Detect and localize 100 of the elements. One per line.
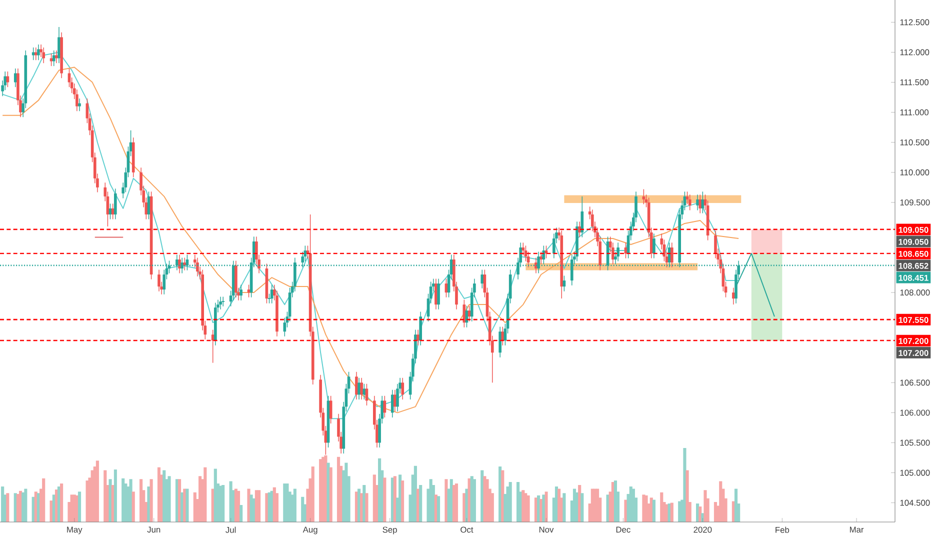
bar bbox=[186, 488, 189, 522]
y-tick-label: 112.500 bbox=[900, 19, 930, 26]
annotation: 109.050 bbox=[898, 238, 928, 245]
bar bbox=[204, 467, 207, 522]
candlestick bbox=[58, 26, 60, 64]
y-tick-label: 110.500 bbox=[900, 139, 930, 146]
candlestick bbox=[52, 50, 56, 66]
bar bbox=[383, 478, 386, 522]
x-tick-label: Mar bbox=[850, 526, 864, 533]
bar bbox=[624, 500, 628, 522]
ref-line-label: 108.451 bbox=[898, 274, 928, 281]
bar bbox=[704, 490, 707, 522]
bar bbox=[311, 466, 314, 522]
bar bbox=[293, 488, 296, 522]
y-tick-label: 111.500 bbox=[900, 79, 929, 86]
bar bbox=[150, 479, 153, 522]
bar bbox=[606, 494, 610, 522]
candlestick bbox=[183, 257, 186, 271]
candlestick bbox=[42, 47, 46, 64]
x-tick-label: Jun bbox=[147, 526, 160, 533]
bar bbox=[42, 478, 46, 522]
candlestick bbox=[355, 371, 358, 400]
bar bbox=[6, 493, 10, 522]
x-tick-label: Sep bbox=[382, 526, 397, 534]
candlestick bbox=[37, 44, 40, 60]
y-tick-label: 105.500 bbox=[900, 440, 930, 446]
bar bbox=[465, 488, 468, 522]
candlestick bbox=[114, 188, 117, 220]
bar bbox=[508, 482, 512, 522]
bar bbox=[562, 493, 566, 522]
bar bbox=[108, 479, 112, 522]
ref-line-label: 107.200 bbox=[898, 338, 928, 344]
x-tick-label: 2020 bbox=[694, 526, 712, 533]
y-tick-label: 106.000 bbox=[900, 410, 930, 416]
bar bbox=[419, 485, 422, 522]
x-tick-label: Nov bbox=[539, 526, 554, 533]
candlestick bbox=[360, 377, 364, 400]
candlestick bbox=[158, 269, 160, 292]
candlestick bbox=[401, 377, 404, 400]
bar bbox=[96, 460, 99, 522]
bar bbox=[683, 448, 686, 522]
bar bbox=[240, 504, 243, 522]
bar bbox=[644, 495, 648, 522]
candlestick bbox=[688, 194, 692, 211]
bar bbox=[247, 488, 250, 522]
y-tick-label: 112.000 bbox=[900, 49, 930, 56]
bar bbox=[168, 476, 171, 522]
bar bbox=[60, 484, 64, 522]
candlestick bbox=[219, 296, 222, 310]
candlestick bbox=[498, 326, 502, 358]
y-tick-label: 111.000 bbox=[900, 109, 929, 116]
annotation: 108.652 bbox=[898, 262, 928, 269]
bar bbox=[670, 502, 674, 522]
y-tick-label: 108.000 bbox=[900, 290, 930, 296]
bar bbox=[686, 470, 689, 522]
bar bbox=[436, 496, 440, 522]
bar bbox=[544, 492, 548, 522]
bar bbox=[472, 479, 476, 522]
bar bbox=[222, 485, 225, 522]
candlestick bbox=[501, 326, 504, 346]
bar bbox=[114, 469, 117, 522]
bar bbox=[329, 467, 332, 522]
y-tick-label: 110.000 bbox=[900, 169, 930, 176]
candlestick bbox=[178, 254, 181, 274]
bar bbox=[147, 486, 150, 522]
bar bbox=[365, 493, 368, 522]
bar bbox=[129, 479, 132, 522]
candlestick bbox=[616, 242, 620, 262]
bar bbox=[652, 500, 656, 522]
bar bbox=[78, 492, 82, 522]
annotation: 107.200 bbox=[898, 350, 928, 356]
x-tick-label: Jul bbox=[226, 526, 236, 533]
bar bbox=[257, 490, 261, 522]
candlestick bbox=[540, 251, 543, 265]
candlestick bbox=[78, 98, 81, 112]
bar bbox=[486, 479, 489, 522]
y-tick-label: 109.500 bbox=[900, 199, 930, 206]
x-tick-label: Feb bbox=[776, 526, 790, 533]
candlestick bbox=[480, 269, 484, 289]
bar bbox=[526, 495, 530, 522]
bar bbox=[506, 486, 510, 522]
x-tick-label: Oct bbox=[460, 526, 474, 533]
candlestick bbox=[580, 196, 584, 238]
candlestick bbox=[221, 296, 225, 307]
bar bbox=[401, 480, 404, 522]
candlestick bbox=[670, 242, 674, 268]
ref-line-label: 109.050 bbox=[898, 226, 928, 233]
candlestick bbox=[390, 389, 394, 418]
ref-line-label: 107.550 bbox=[898, 316, 928, 323]
ref-line-label: 108.650 bbox=[898, 250, 928, 257]
x-tick-label: Dec bbox=[616, 526, 630, 533]
bar bbox=[132, 492, 135, 522]
bar bbox=[454, 484, 458, 522]
candlestick bbox=[698, 194, 702, 214]
x-tick-label: Aug bbox=[302, 526, 318, 534]
y-tick-label: 105.000 bbox=[900, 470, 930, 476]
candlestick bbox=[652, 233, 656, 259]
candlestick bbox=[240, 284, 242, 301]
y-tick-label: 104.500 bbox=[900, 500, 930, 506]
bar bbox=[580, 493, 584, 522]
